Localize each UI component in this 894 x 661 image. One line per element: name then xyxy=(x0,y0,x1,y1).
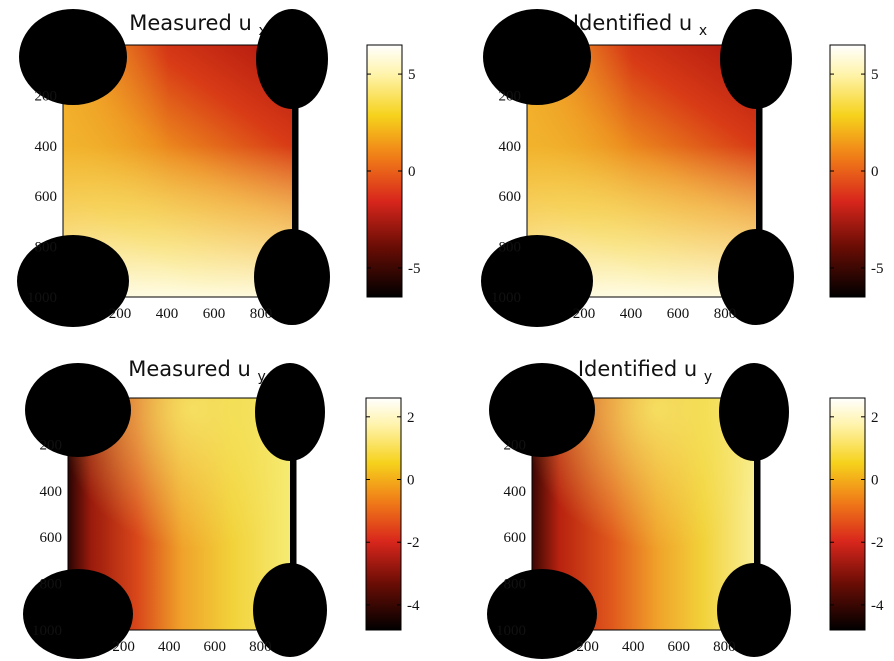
y-tick-label: 800 xyxy=(499,240,522,256)
y-tick-label: 600 xyxy=(40,530,63,546)
masked-hole xyxy=(489,363,595,457)
x-tick-label: 400 xyxy=(620,306,643,322)
colorbar-tick-label: -5 xyxy=(871,261,884,277)
masked-hole xyxy=(25,363,131,457)
axes-frame xyxy=(62,44,299,298)
panel-title: Identified u y xyxy=(578,357,712,385)
y-tick-label: 200 xyxy=(40,437,63,453)
x-tick-label: 800 xyxy=(250,306,273,322)
y-tick-label: 400 xyxy=(40,484,63,500)
x-tick-label: 600 xyxy=(204,639,227,655)
x-tick-label: 600 xyxy=(668,639,691,655)
colorbar-tick-label: 2 xyxy=(407,410,415,426)
colorbar-tick-label: -4 xyxy=(407,598,420,614)
masked-hole xyxy=(487,569,597,659)
heatmap-panel-1: Measured u x 200 400 600 800 1000 200 400 600 800… xyxy=(17,9,421,327)
colorbar-tick-label: 0 xyxy=(871,473,879,489)
panel-title-subscript: y xyxy=(257,369,265,385)
colorbar xyxy=(366,44,403,298)
masked-edge xyxy=(754,398,760,630)
masked-edge xyxy=(290,398,296,630)
colorbar-tick-label: -2 xyxy=(871,535,884,551)
y-tick-label: 1000 xyxy=(491,290,521,306)
y-tick-label: 800 xyxy=(40,577,63,593)
x-tick-label: 600 xyxy=(667,306,690,322)
panel-title-subscript: y xyxy=(704,369,712,385)
y-tick-label: 800 xyxy=(504,577,527,593)
colorbar xyxy=(365,397,402,631)
colorbar xyxy=(829,44,866,298)
axes-frame xyxy=(67,397,297,631)
heatmap-panel-2: Identified u x 200 400 600 800 1000 200 400 600 8… xyxy=(481,9,884,327)
colorbar-tick-label: 0 xyxy=(408,164,416,180)
masked-hole xyxy=(481,235,593,327)
colorbar-tick-label: -2 xyxy=(407,535,420,551)
x-tick-label: 200 xyxy=(573,306,596,322)
colorbar-tick-label: -5 xyxy=(408,261,421,277)
colorbar-tick-label: 5 xyxy=(408,67,416,83)
colorbar-tick-label: -4 xyxy=(871,598,884,614)
panel-title-subscript: x xyxy=(699,23,707,39)
x-tick-label: 200 xyxy=(112,639,135,655)
y-tick-label: 600 xyxy=(35,189,58,205)
y-tick-label: 400 xyxy=(504,484,527,500)
panel-title: Identified u x xyxy=(573,11,707,39)
y-tick-label: 800 xyxy=(35,240,58,256)
y-tick-label: 600 xyxy=(499,189,522,205)
y-tick-label: 400 xyxy=(35,139,58,155)
panel-title: Measured u x xyxy=(129,11,267,39)
y-tick-label: 1000 xyxy=(27,290,57,306)
colorbar-tick-label: 5 xyxy=(871,67,879,83)
y-tick-label: 200 xyxy=(504,437,527,453)
x-tick-label: 400 xyxy=(158,639,181,655)
panel-title-main: Identified u xyxy=(573,11,699,35)
axes-frame xyxy=(531,397,761,631)
axes-frame xyxy=(526,44,763,298)
colorbar xyxy=(829,397,866,631)
panel-title-main: Measured u xyxy=(129,11,258,35)
panel-title-main: Measured u xyxy=(128,357,257,381)
colorbar-tick-label: 2 xyxy=(871,410,879,426)
colorbar-tick-label: 0 xyxy=(407,473,415,489)
masked-edge xyxy=(756,45,762,297)
y-tick-label: 1000 xyxy=(496,623,526,639)
heatmap-panel-4: Identified u y 200 400 600 800 1000 200 400 600 8… xyxy=(487,357,884,659)
x-tick-label: 800 xyxy=(713,639,736,655)
masked-hole xyxy=(483,9,591,105)
y-tick-label: 600 xyxy=(504,530,527,546)
masked-hole xyxy=(17,235,129,327)
y-tick-label: 400 xyxy=(499,139,522,155)
masked-edge xyxy=(292,45,298,297)
colorbar-tick-label: 0 xyxy=(871,164,879,180)
panel-title: Measured u y xyxy=(128,357,266,385)
panel-title-main: Identified u xyxy=(578,357,704,381)
masked-hole xyxy=(23,569,133,659)
x-tick-label: 800 xyxy=(714,306,737,322)
x-tick-label: 200 xyxy=(576,639,599,655)
x-tick-label: 800 xyxy=(249,639,272,655)
x-tick-label: 400 xyxy=(622,639,645,655)
masked-hole xyxy=(19,9,127,105)
heatmap-panel-3: Measured u y 200 400 600 800 1000 200 400 600 800… xyxy=(23,357,420,659)
y-tick-label: 200 xyxy=(35,88,58,104)
y-tick-label: 1000 xyxy=(32,623,62,639)
x-tick-label: 200 xyxy=(109,306,132,322)
y-tick-label: 200 xyxy=(499,88,522,104)
x-tick-label: 600 xyxy=(203,306,226,322)
x-tick-label: 400 xyxy=(156,306,179,322)
